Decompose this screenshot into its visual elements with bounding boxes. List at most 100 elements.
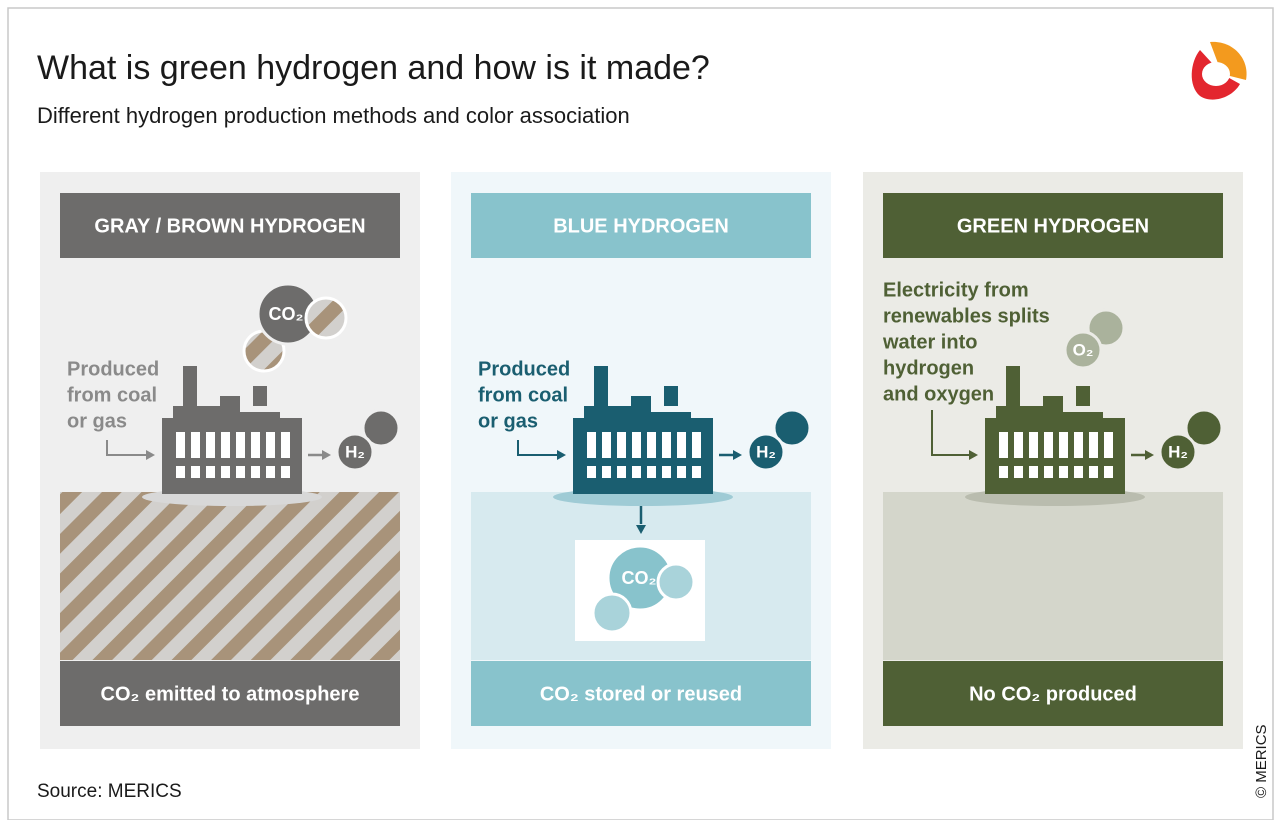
description-line: from coal bbox=[67, 384, 157, 406]
bubble-label: O₂ bbox=[1073, 340, 1094, 359]
window bbox=[602, 432, 611, 458]
window bbox=[587, 432, 596, 458]
description-line: hydrogen bbox=[883, 357, 974, 379]
window bbox=[281, 466, 290, 478]
bubble bbox=[1158, 432, 1198, 472]
footer-bar bbox=[471, 661, 811, 726]
panel-footer: CO₂ stored or reused bbox=[540, 683, 742, 705]
window bbox=[677, 466, 686, 478]
bubble bbox=[361, 408, 401, 448]
input-arrow bbox=[517, 440, 557, 456]
panel: GRAY / BROWN HYDROGEN CO₂ emitted to atmo… bbox=[40, 172, 420, 749]
title-bar bbox=[60, 193, 400, 258]
arrow-head bbox=[969, 450, 978, 460]
source: Source: MERICS bbox=[37, 781, 182, 802]
window bbox=[1074, 432, 1083, 458]
input-arrow bbox=[106, 440, 146, 456]
window bbox=[176, 432, 185, 458]
window bbox=[1014, 432, 1023, 458]
window bbox=[1059, 466, 1068, 478]
bubble bbox=[656, 562, 696, 602]
window bbox=[617, 466, 626, 478]
window bbox=[662, 432, 671, 458]
chimney bbox=[1076, 386, 1090, 406]
arrow-head bbox=[636, 525, 646, 534]
copyright: © MERICS bbox=[1253, 724, 1270, 798]
chimney bbox=[664, 386, 678, 406]
ground bbox=[883, 492, 1223, 660]
footer-bar bbox=[60, 661, 400, 726]
bubble-label: H₂ bbox=[345, 442, 365, 461]
description-line: renewables splits bbox=[883, 305, 1050, 327]
bubble-label: CO₂ bbox=[269, 304, 304, 324]
window bbox=[1029, 432, 1038, 458]
bubble-label: H₂ bbox=[756, 442, 776, 461]
panel-title: GREEN HYDROGEN bbox=[957, 215, 1149, 237]
roof bbox=[584, 396, 691, 418]
title-bar bbox=[471, 193, 811, 258]
arrow-head bbox=[1145, 450, 1154, 460]
panel-footer: No CO₂ produced bbox=[969, 683, 1137, 705]
window bbox=[221, 466, 230, 478]
input-arrow bbox=[931, 410, 969, 456]
footer-bar bbox=[883, 661, 1223, 726]
window bbox=[1089, 466, 1098, 478]
arrow-head bbox=[146, 450, 155, 460]
window bbox=[1044, 466, 1053, 478]
chimney bbox=[253, 386, 267, 406]
window bbox=[251, 432, 260, 458]
window bbox=[191, 466, 200, 478]
ground bbox=[60, 492, 400, 660]
window bbox=[1014, 466, 1023, 478]
title-bar bbox=[883, 193, 1223, 258]
roof bbox=[173, 396, 280, 418]
arrow-head bbox=[557, 450, 566, 460]
panel: BLUE HYDROGEN CO₂ stored or reused Produce… bbox=[451, 172, 831, 749]
bubble-label: H₂ bbox=[1168, 442, 1188, 461]
window bbox=[206, 466, 215, 478]
description-line: Produced bbox=[478, 358, 570, 380]
bubble bbox=[1184, 408, 1224, 448]
roof bbox=[996, 396, 1103, 418]
window bbox=[191, 432, 200, 458]
panel-footer: CO₂ emitted to atmosphere bbox=[101, 683, 360, 705]
panel: GREEN HYDROGEN No CO₂ produced Electricity… bbox=[863, 172, 1243, 749]
title: What is green hydrogen and how is it mad… bbox=[37, 49, 710, 87]
bubble bbox=[335, 432, 375, 472]
chimney bbox=[1006, 366, 1020, 406]
window bbox=[206, 432, 215, 458]
window bbox=[1029, 466, 1038, 478]
logo bbox=[1191, 41, 1247, 100]
bubble bbox=[746, 432, 786, 472]
window bbox=[602, 466, 611, 478]
bubble bbox=[1063, 330, 1103, 370]
window bbox=[176, 466, 185, 478]
window bbox=[1089, 432, 1098, 458]
window bbox=[1059, 432, 1068, 458]
window bbox=[1044, 432, 1053, 458]
panel-title: GRAY / BROWN HYDROGEN bbox=[94, 215, 365, 237]
panel-title: BLUE HYDROGEN bbox=[553, 215, 729, 237]
window bbox=[266, 432, 275, 458]
window bbox=[221, 432, 230, 458]
window bbox=[251, 466, 260, 478]
chimney bbox=[594, 366, 608, 406]
description-line: from coal bbox=[478, 384, 568, 406]
bubble-label: CO₂ bbox=[622, 568, 657, 588]
subtitle: Different hydrogen production methods an… bbox=[37, 103, 630, 128]
window bbox=[617, 432, 626, 458]
window bbox=[677, 432, 686, 458]
description-line: Produced bbox=[67, 358, 159, 380]
bubble bbox=[304, 296, 348, 340]
arrow-head bbox=[733, 450, 742, 460]
factory-body bbox=[162, 418, 302, 494]
window bbox=[662, 466, 671, 478]
chimney bbox=[183, 366, 197, 406]
window bbox=[999, 432, 1008, 458]
window bbox=[587, 466, 596, 478]
window bbox=[266, 466, 275, 478]
window bbox=[236, 432, 245, 458]
factory-body bbox=[573, 418, 713, 494]
bubble bbox=[772, 408, 812, 448]
description-line: or gas bbox=[478, 410, 538, 432]
